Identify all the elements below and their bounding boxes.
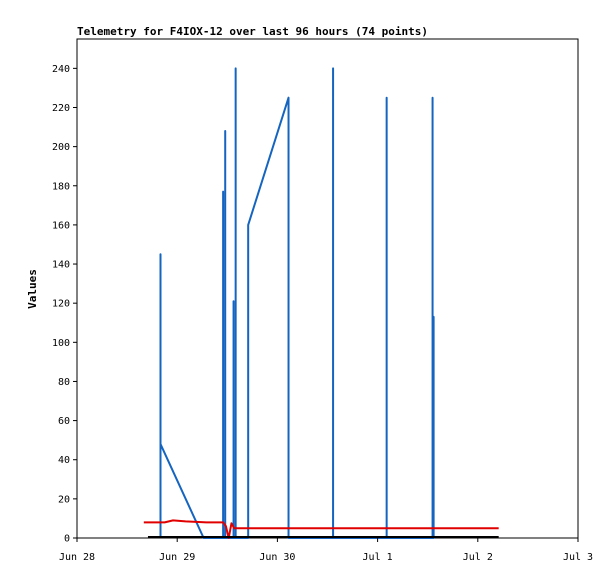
series-layer [143, 67, 499, 539]
y-tick-label: 140 [52, 260, 70, 271]
y-tick-label: 240 [52, 64, 70, 75]
y-tick-label: 0 [64, 534, 70, 545]
x-axis: Jun 28 Jun 29 Jun 30 Jul 1 Jul 2 Jul 3 [59, 538, 593, 563]
y-tick-label: 180 [52, 181, 70, 192]
y-axis-label: Values [26, 269, 39, 309]
x-tick-label: Jun 29 [159, 552, 195, 563]
y-tick-label: 120 [52, 299, 70, 310]
y-tick-label: 60 [58, 416, 70, 427]
x-tick-label: Jul 2 [463, 552, 493, 563]
series-line-2 [143, 519, 499, 539]
x-tick-label: Jul 1 [363, 552, 393, 563]
plot-frame [76, 38, 579, 539]
x-tick-label: Jul 3 [563, 552, 593, 563]
y-tick-label: 20 [58, 494, 70, 505]
y-tick-label: 100 [52, 338, 70, 349]
x-tick-label: Jun 28 [59, 552, 95, 563]
y-axis: 0 20 40 60 80 100 120 140 160 180 200 220 240 [52, 64, 77, 545]
y-tick-label: 200 [52, 142, 70, 153]
y-tick-label: 160 [52, 220, 70, 231]
x-tick-label: Jun 30 [259, 552, 295, 563]
chart-title: Telemetry for F4IOX-12 over last 96 hour… [77, 25, 428, 38]
series-line-1 [159, 67, 435, 539]
y-tick-label: 220 [52, 103, 70, 114]
y-tick-label: 40 [58, 455, 70, 466]
y-tick-label: 80 [58, 377, 70, 388]
